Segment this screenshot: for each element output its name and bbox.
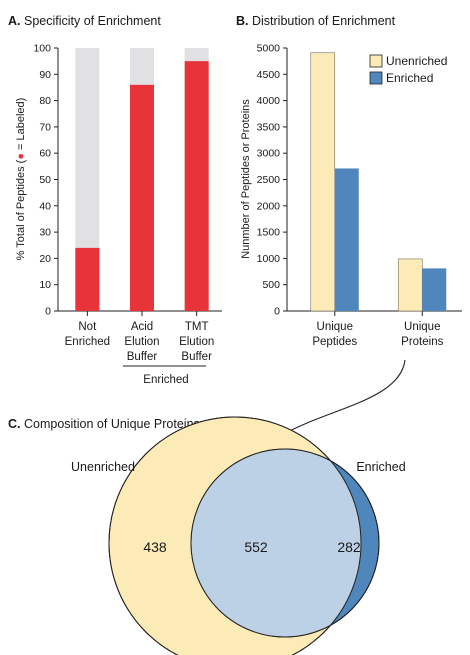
- x-category-label: Not: [78, 321, 97, 333]
- panel-b: B. Distribution of Enrichment 0 500 1000 15…: [236, 14, 462, 438]
- legend-swatch-enriched: [369, 71, 383, 85]
- bar-enriched: [334, 168, 359, 311]
- venn-label-enriched: Enriched: [356, 460, 405, 474]
- venn-label-unenriched: Unenriched: [71, 460, 135, 474]
- panel-a-categories: Not Enriched Acid Elution Buffer TMT Elution Bu…: [65, 321, 215, 363]
- y-tick-label: 2000: [257, 200, 281, 212]
- panel-c: C. Composition of Unique Proteins Unenri…: [8, 416, 406, 655]
- y-tick-label: 3000: [257, 148, 281, 160]
- y-tick-label: 4500: [257, 69, 281, 81]
- y-tick-label: 0: [274, 306, 280, 318]
- y-tick-label: 500: [262, 279, 280, 291]
- panel-b-legend: Unenriched Enriched: [369, 54, 447, 85]
- panel-b-title: B. Distribution of Enrichment: [236, 14, 396, 28]
- bar-unenriched: [310, 52, 336, 312]
- y-tick-label: 2500: [257, 174, 281, 186]
- panel-a-axes: 0 10 20 30 40 50 60 70 80 90 100: [33, 43, 222, 318]
- bar-unenriched: [397, 258, 423, 312]
- y-tick-label: 80: [39, 95, 51, 107]
- x-category-label: Buffer: [181, 351, 212, 363]
- y-tick-label: 70: [39, 121, 51, 133]
- panel-b-bars: [310, 52, 447, 312]
- x-category-label: Enriched: [65, 336, 110, 348]
- panel-b-categories: Unique Peptides Unique Proteins: [312, 321, 443, 348]
- venn-count-unenriched-only: 438: [143, 539, 167, 555]
- ylabel-part-2: = Labeled): [15, 98, 27, 153]
- venn-overlap: [191, 449, 361, 637]
- panel-a-y-axis-label: % Total of Peptides (● = Labeled): [15, 98, 27, 261]
- ylabel-part-1: % Total of Peptides (: [15, 159, 27, 260]
- connector-arrow: [281, 359, 406, 436]
- venn-count-enriched-only: 282: [337, 539, 361, 555]
- y-tick-label: 50: [39, 174, 51, 186]
- labeled-dot-icon: ●: [15, 153, 27, 160]
- bar-enriched: [422, 268, 447, 311]
- y-tick-label: 5000: [257, 43, 281, 55]
- group-label-enriched: Enriched: [143, 374, 188, 386]
- x-category-label: TMT: [185, 321, 209, 333]
- bar-labeled: [184, 61, 209, 312]
- y-tick-label: 20: [39, 253, 51, 265]
- venn-count-overlap: 552: [244, 539, 268, 555]
- legend-swatch-unenriched: [369, 54, 383, 68]
- panel-c-letter: C.: [8, 417, 21, 431]
- panel-a-bars: [75, 48, 209, 312]
- y-tick-label: 40: [39, 200, 51, 212]
- panel-b-title-text: Distribution of Enrichment: [252, 14, 396, 28]
- y-tick-label: 1500: [257, 227, 281, 239]
- venn-circle-outline: [108, 416, 362, 655]
- x-category-label: Acid: [131, 321, 153, 333]
- legend-label-unenriched: Unenriched: [386, 54, 447, 68]
- y-tick-label: 0: [45, 306, 51, 318]
- x-category-label: Elution: [124, 336, 159, 348]
- y-tick-label: 100: [33, 43, 51, 55]
- panel-c-title-text: Composition of Unique Proteins: [24, 417, 200, 431]
- x-category-label: Unique: [317, 321, 353, 333]
- y-tick-label: 30: [39, 227, 51, 239]
- y-tick-label: 4000: [257, 95, 281, 107]
- panel-b-axes: 0 500 1000 1500 2000 2500 3000 3500 4000 4500 5000: [257, 43, 462, 318]
- y-tick-label: 10: [39, 279, 51, 291]
- x-category-label: Peptides: [312, 336, 357, 348]
- y-tick-label: 1000: [257, 253, 281, 265]
- bar-labeled: [130, 84, 154, 311]
- panel-b-letter: B.: [236, 14, 249, 28]
- panel-a-title: A. Specificity of Enrichment: [8, 14, 161, 28]
- x-category-label: Elution: [179, 336, 214, 348]
- panel-b-y-axis-label: Nunmber of Peptides or Proteins: [240, 99, 252, 259]
- panel-a-title-text: Specificity of Enrichment: [24, 14, 161, 28]
- x-category-label: Unique: [404, 321, 440, 333]
- bar-labeled: [75, 247, 100, 311]
- y-tick-label: 60: [39, 148, 51, 160]
- panel-a: A. Specificity of Enrichment 0 10 20 30 40 50…: [8, 14, 222, 386]
- x-category-label: Buffer: [127, 351, 158, 363]
- legend-label-enriched: Enriched: [386, 71, 433, 85]
- x-category-label: Proteins: [401, 336, 443, 348]
- y-tick-label: 3500: [257, 121, 281, 133]
- panel-c-title: C. Composition of Unique Proteins: [8, 417, 200, 431]
- venn-circle-outline-2: [190, 448, 380, 638]
- y-tick-label: 90: [39, 69, 51, 81]
- panel-a-letter: A.: [8, 14, 21, 28]
